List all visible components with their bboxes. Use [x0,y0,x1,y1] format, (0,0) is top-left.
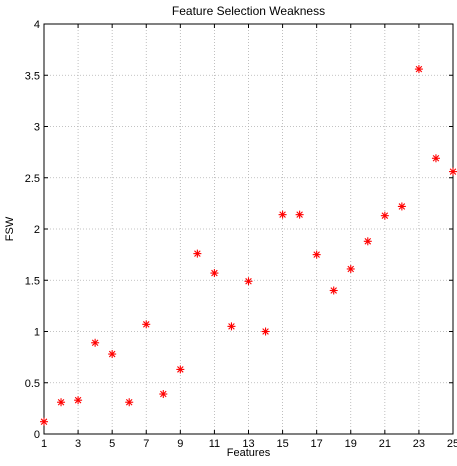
data-point-marker [40,417,48,426]
x-tick-label: 21 [379,438,391,450]
chart-title: Feature Selection Weakness [172,4,325,18]
y-tick-label: 3 [34,122,40,134]
data-point-marker [125,398,134,407]
x-tick-label: 25 [447,438,457,450]
data-point-marker [329,286,338,295]
x-tick-label: 23 [413,438,425,450]
y-tick-label: 1 [34,327,40,339]
data-point-marker [261,327,270,336]
y-axis-label: FSW [4,216,16,241]
y-tick-label: 1.5 [25,275,40,287]
data-point-marker [363,237,372,246]
x-tick-label: 5 [109,438,115,450]
data-point-marker [397,202,406,211]
data-point-marker [91,338,100,347]
data-point-marker [312,250,321,259]
y-tick-label: 2 [34,224,40,236]
y-tick-label: 2.5 [25,173,40,185]
x-tick-label: 19 [345,438,357,450]
data-point-marker [346,264,355,273]
data-point-marker [295,210,304,219]
data-point-marker [74,396,83,405]
y-tick-label: 0.5 [25,378,40,390]
x-tick-label: 13 [242,438,254,450]
data-point-marker [380,211,389,220]
data-point-marker [210,269,219,278]
x-tick-label: 15 [276,438,288,450]
y-tick-label: 3.5 [25,70,40,82]
grid-lines [44,24,453,434]
data-point-marker [244,277,253,286]
data-point-marker [159,390,168,399]
data-point-marker [142,320,151,329]
data-point-marker [431,154,440,163]
x-tick-label: 9 [177,438,183,450]
data-point-marker [193,249,202,258]
y-tick-label: 0 [34,429,40,441]
data-point-marker [108,350,117,359]
x-tick-label: 11 [209,438,220,450]
data-point-marker [449,167,457,176]
x-tick-label: 17 [311,438,323,450]
x-tick-label: 3 [75,438,81,450]
data-point-marker [176,365,185,374]
y-tick-label: 4 [34,19,40,31]
data-markers [40,65,457,426]
data-point-marker [278,210,287,219]
data-point-marker [227,322,236,331]
data-point-marker [57,398,66,407]
x-axis-label: Features [227,447,271,459]
data-point-marker [414,65,423,74]
x-tick-label: 1 [41,438,47,450]
x-tick-label: 7 [143,438,149,450]
